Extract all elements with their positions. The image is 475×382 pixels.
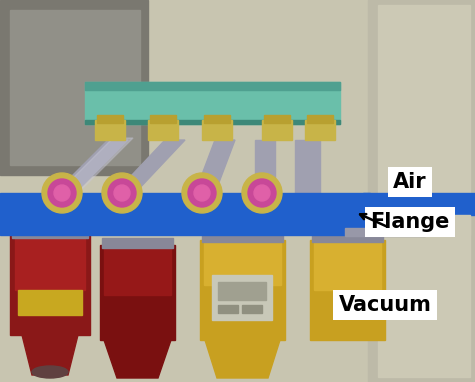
Bar [15, 235, 85, 290]
Bar [100, 245, 175, 340]
Polygon shape [55, 140, 128, 193]
Bar [264, 115, 290, 123]
Bar [262, 120, 292, 140]
Polygon shape [195, 140, 235, 193]
Bar [0, 0, 148, 175]
Text: Air: Air [393, 172, 427, 192]
Bar [85, 82, 340, 90]
Bar [204, 115, 230, 123]
Circle shape [254, 185, 270, 201]
Bar [200, 240, 285, 340]
Bar [312, 232, 383, 242]
Bar [307, 115, 333, 123]
Polygon shape [60, 138, 133, 191]
Bar [305, 120, 335, 140]
Bar [0, 193, 370, 235]
Bar [363, 193, 475, 215]
Bar [97, 115, 123, 123]
Bar [370, 215, 470, 235]
Bar [378, 5, 470, 377]
Bar [85, 120, 340, 124]
Bar [202, 120, 232, 140]
Circle shape [188, 179, 216, 207]
Bar [242, 305, 262, 313]
Circle shape [54, 185, 70, 201]
Bar [148, 120, 178, 140]
Circle shape [108, 179, 136, 207]
Polygon shape [22, 335, 78, 375]
Bar [314, 240, 381, 290]
Bar [18, 290, 82, 315]
Text: Flange: Flange [370, 212, 450, 232]
Circle shape [42, 173, 82, 213]
Bar [10, 10, 140, 165]
Circle shape [194, 185, 210, 201]
Bar [85, 82, 340, 124]
Bar [218, 282, 266, 300]
Polygon shape [295, 140, 320, 193]
Polygon shape [104, 340, 171, 378]
Bar [204, 240, 281, 285]
Bar [104, 245, 171, 295]
Circle shape [242, 173, 282, 213]
Bar [10, 235, 90, 335]
Polygon shape [115, 140, 185, 193]
Circle shape [248, 179, 276, 207]
Bar [368, 0, 475, 382]
Circle shape [114, 185, 130, 201]
Polygon shape [205, 340, 280, 378]
Bar [345, 228, 425, 236]
Bar [102, 238, 173, 248]
Bar [218, 305, 238, 313]
Bar [202, 232, 283, 242]
Bar [12, 228, 88, 238]
Polygon shape [255, 140, 275, 193]
Circle shape [102, 173, 142, 213]
Text: Vacuum: Vacuum [339, 295, 431, 315]
Circle shape [48, 179, 76, 207]
Bar [150, 115, 176, 123]
Bar [310, 240, 385, 340]
Bar [212, 275, 272, 320]
Ellipse shape [32, 366, 68, 378]
Bar [95, 120, 125, 140]
Circle shape [182, 173, 222, 213]
